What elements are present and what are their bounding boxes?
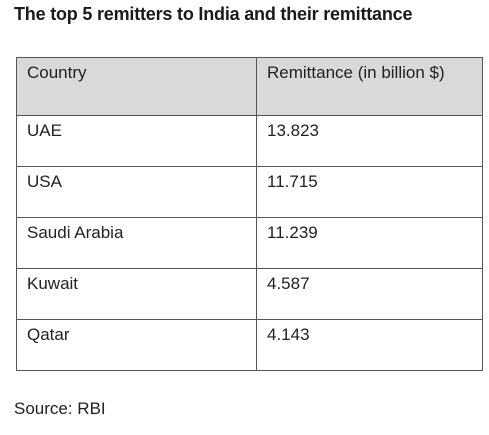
table-title: The top 5 remitters to India and their r… — [14, 4, 413, 24]
country-cell: USA — [16, 166, 257, 218]
remittance-cell: 11.239 — [256, 217, 483, 269]
country-cell: Qatar — [16, 319, 257, 371]
column-header-country: Country — [16, 57, 257, 116]
country-cell: Saudi Arabia — [16, 217, 257, 269]
source-note: Source: RBI — [14, 399, 106, 418]
table-body: UAE 13.823 USA 11.715 Saudi Arabia 11.23… — [16, 115, 483, 371]
country-cell: UAE — [16, 115, 257, 167]
remittance-cell: 13.823 — [256, 115, 483, 167]
table-row: Kuwait 4.587 — [16, 268, 483, 320]
remittance-cell: 4.587 — [256, 268, 483, 320]
column-header-remittance: Remittance (in billion $) — [256, 57, 483, 116]
remittance-table: Country Remittance (in billion $) UAE 13… — [16, 57, 483, 371]
remittance-cell: 4.143 — [256, 319, 483, 371]
table-row: USA 11.715 — [16, 166, 483, 218]
country-cell: Kuwait — [16, 268, 257, 320]
table-row: Qatar 4.143 — [16, 319, 483, 371]
table-header-row: Country Remittance (in billion $) — [16, 57, 483, 116]
remittance-cell: 11.715 — [256, 166, 483, 218]
table-header: Country Remittance (in billion $) — [16, 57, 483, 116]
table-row: Saudi Arabia 11.239 — [16, 217, 483, 269]
table-row: UAE 13.823 — [16, 115, 483, 167]
